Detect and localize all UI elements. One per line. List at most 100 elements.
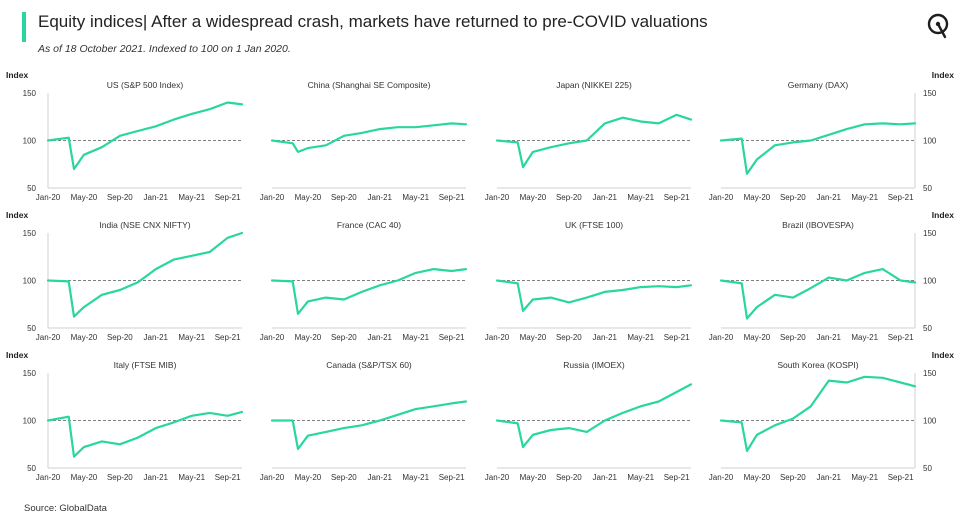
- x-tick-label-panel8: May-20: [744, 333, 771, 342]
- y-tick-label-panel5: 150: [23, 229, 37, 238]
- x-tick-label-panel9: Sep-20: [107, 473, 133, 482]
- x-tick-label-panel3: Jan-20: [485, 193, 510, 202]
- panel-title-panel8: Brazil (IBOVESPA): [782, 220, 854, 230]
- x-tick-label-panel9: Jan-21: [144, 473, 169, 482]
- panel-title-panel2: China (Shanghai SE Composite): [308, 80, 431, 90]
- x-tick-label-panel4: Sep-20: [780, 193, 806, 202]
- x-tick-label-panel9: Jan-20: [36, 473, 61, 482]
- series-line-panel7: [495, 279, 693, 312]
- x-tick-label-panel7: May-20: [520, 333, 547, 342]
- x-tick-label-panel3: Sep-21: [664, 193, 690, 202]
- globaldata-logo-icon: [927, 13, 949, 39]
- y-tick-label-panel4: 50: [923, 184, 932, 193]
- series-line-panel8: [719, 268, 917, 320]
- page-subtitle: As of 18 October 2021. Indexed to 100 on…: [38, 43, 291, 55]
- x-tick-label-panel5: May-21: [178, 333, 205, 342]
- x-tick-label-panel7: Sep-20: [556, 333, 582, 342]
- panel-title-panel4: Germany (DAX): [788, 80, 849, 90]
- x-tick-label-panel11: Jan-20: [485, 473, 510, 482]
- x-tick-label-panel7: Jan-20: [485, 333, 510, 342]
- x-tick-label-panel12: Jan-21: [817, 473, 842, 482]
- title-main: After a widespread crash, markets have r…: [151, 12, 708, 31]
- y-tick-label-panel1: 50: [27, 184, 36, 193]
- x-tick-label-panel1: Jan-21: [144, 193, 169, 202]
- panel-title-panel3: Japan (NIKKEI 225): [556, 80, 632, 90]
- x-tick-label-panel11: Sep-20: [556, 473, 582, 482]
- x-tick-label-panel3: May-20: [520, 193, 547, 202]
- title-accent-bar: [22, 12, 26, 42]
- y-tick-label-panel1: 100: [23, 137, 37, 146]
- x-tick-label-panel4: Sep-21: [888, 193, 914, 202]
- y-axis-label-left-row2: Index: [6, 210, 28, 220]
- x-tick-label-panel1: Sep-20: [107, 193, 133, 202]
- x-tick-label-panel11: May-20: [520, 473, 547, 482]
- y-tick-label-panel12: 100: [923, 417, 937, 426]
- x-tick-label-panel8: May-21: [851, 333, 878, 342]
- x-tick-label-panel2: Sep-20: [331, 193, 357, 202]
- x-tick-label-panel2: May-20: [295, 193, 322, 202]
- y-axis-label-right-row2: Index: [932, 210, 954, 220]
- series-line-panel1: [46, 101, 244, 171]
- series-line-panel10: [270, 400, 468, 451]
- y-tick-label-panel5: 50: [27, 324, 36, 333]
- y-tick-label-panel4: 100: [923, 137, 937, 146]
- series-line-panel3: [495, 113, 693, 169]
- x-tick-label-panel5: Jan-21: [144, 333, 169, 342]
- x-tick-label-panel10: Sep-20: [331, 473, 357, 482]
- y-tick-label-panel8: 150: [923, 229, 937, 238]
- x-tick-label-panel1: Jan-20: [36, 193, 61, 202]
- y-tick-label-panel9: 50: [27, 464, 36, 473]
- x-tick-label-panel4: Jan-20: [709, 193, 734, 202]
- x-tick-label-panel6: Jan-21: [368, 333, 393, 342]
- x-tick-label-panel9: Sep-21: [215, 473, 241, 482]
- x-tick-label-panel12: Jan-20: [709, 473, 734, 482]
- x-tick-label-panel10: May-21: [402, 473, 429, 482]
- x-tick-label-panel5: Jan-20: [36, 333, 61, 342]
- x-tick-label-panel8: Sep-20: [780, 333, 806, 342]
- y-tick-label-panel4: 150: [923, 89, 937, 98]
- y-tick-label-panel8: 100: [923, 277, 937, 286]
- y-tick-label-panel9: 100: [23, 417, 37, 426]
- x-tick-label-panel6: Sep-20: [331, 333, 357, 342]
- y-tick-label-panel5: 100: [23, 277, 37, 286]
- series-line-panel2: [270, 122, 468, 153]
- series-line-panel12: [719, 375, 917, 452]
- panel-title-panel7: UK (FTSE 100): [565, 220, 623, 230]
- x-tick-label-panel4: May-20: [744, 193, 771, 202]
- x-tick-label-panel7: Sep-21: [664, 333, 690, 342]
- x-tick-label-panel7: May-21: [627, 333, 654, 342]
- x-tick-label-panel11: Sep-21: [664, 473, 690, 482]
- x-tick-label-panel3: Jan-21: [593, 193, 618, 202]
- x-tick-label-panel10: May-20: [295, 473, 322, 482]
- x-tick-label-panel12: May-21: [851, 473, 878, 482]
- y-tick-label-panel8: 50: [923, 324, 932, 333]
- y-tick-label-panel1: 150: [23, 89, 37, 98]
- x-tick-label-panel5: Sep-20: [107, 333, 133, 342]
- x-tick-label-panel12: Sep-20: [780, 473, 806, 482]
- x-tick-label-panel7: Jan-21: [593, 333, 618, 342]
- y-tick-label-panel12: 150: [923, 369, 937, 378]
- x-tick-label-panel2: Sep-21: [439, 193, 465, 202]
- panel-title-panel12: South Korea (KOSPI): [777, 360, 858, 370]
- series-line-panel5: [46, 231, 244, 318]
- x-tick-label-panel6: Jan-20: [260, 333, 285, 342]
- x-tick-label-panel11: May-21: [627, 473, 654, 482]
- panel-title-panel9: Italy (FTSE MIB): [114, 360, 177, 370]
- y-axis-label-left-row3: Index: [6, 350, 28, 360]
- x-tick-label-panel6: May-20: [295, 333, 322, 342]
- x-tick-label-panel1: May-21: [178, 193, 205, 202]
- x-tick-label-panel8: Sep-21: [888, 333, 914, 342]
- x-tick-label-panel5: Sep-21: [215, 333, 241, 342]
- x-tick-label-panel10: Jan-21: [368, 473, 393, 482]
- source-note: Source: GlobalData: [24, 503, 107, 514]
- title-prefix: Equity indices|: [38, 12, 148, 31]
- x-tick-label-panel3: Sep-20: [556, 193, 582, 202]
- x-tick-label-panel1: May-20: [71, 193, 98, 202]
- x-tick-label-panel8: Jan-21: [817, 333, 842, 342]
- x-tick-label-panel12: Sep-21: [888, 473, 914, 482]
- panel-title-panel6: France (CAC 40): [337, 220, 401, 230]
- x-tick-label-panel11: Jan-21: [593, 473, 618, 482]
- x-tick-label-panel6: Sep-21: [439, 333, 465, 342]
- x-tick-label-panel9: May-20: [71, 473, 98, 482]
- x-tick-label-panel10: Sep-21: [439, 473, 465, 482]
